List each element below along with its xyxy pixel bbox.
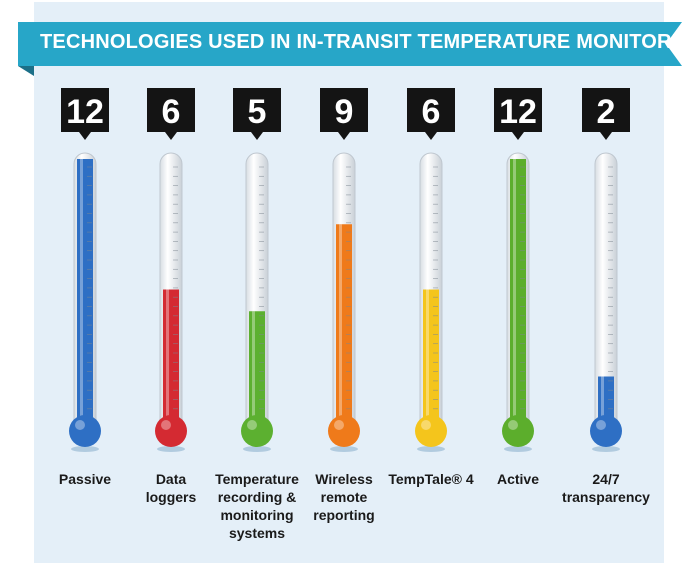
bulb-highlight [161, 420, 171, 430]
value-fill [510, 159, 526, 432]
value-label: 12 [66, 93, 104, 131]
bulb-shadow [243, 446, 271, 452]
bulb-highlight [508, 420, 518, 430]
thermometer-bulb [502, 415, 534, 447]
thermometer-5: 6 [407, 88, 455, 452]
bulb-highlight [421, 420, 431, 430]
bulb-shadow [504, 446, 532, 452]
bulb-shadow [157, 446, 185, 452]
thermometer-1: 12 [61, 88, 109, 452]
value-tag [494, 88, 542, 140]
fill-highlight [80, 159, 83, 428]
value-tag [233, 88, 281, 140]
thermometer-bulb [415, 415, 447, 447]
bulb-shadow [330, 446, 358, 452]
category-label: Temperature recording & monitoring syste… [215, 471, 299, 541]
value-fill [77, 159, 93, 432]
bulb-shadow [71, 446, 99, 452]
value-fill [336, 224, 352, 432]
value-label: 2 [597, 93, 616, 131]
banner-fold [18, 66, 34, 76]
bulb-shadow [592, 446, 620, 452]
value-fill [249, 311, 265, 432]
value-tag [582, 88, 630, 140]
fill-highlight [601, 376, 604, 428]
fill-highlight [166, 289, 169, 428]
bulb-highlight [75, 420, 85, 430]
chart-title: TECHNOLOGIES USED IN IN-TRANSIT TEMPERAT… [40, 31, 700, 53]
thermometer-bulb [241, 415, 273, 447]
thermometer-7: 2 [582, 88, 630, 452]
thermometer-3: 5 [233, 88, 281, 452]
category-label: Active [496, 471, 540, 487]
value-label: 6 [422, 93, 441, 131]
category-label: Passive [58, 471, 112, 487]
value-label: 9 [335, 93, 354, 131]
thermometer-4: 9 [320, 88, 368, 452]
fill-highlight [339, 224, 342, 428]
fill-highlight [513, 159, 516, 428]
category-label: Data loggers [145, 471, 197, 505]
category-label: Wireless remote reporting [313, 471, 375, 523]
thermometer-bulb [590, 415, 622, 447]
value-fill [163, 289, 179, 432]
thermometer-bulb [69, 415, 101, 447]
value-tag [320, 88, 368, 140]
value-fill [423, 289, 439, 432]
thermometer-bulb [328, 415, 360, 447]
bulb-highlight [247, 420, 257, 430]
fill-highlight [426, 289, 429, 428]
thermometer-bulb [155, 415, 187, 447]
category-label: TempTale® 4 [388, 471, 474, 487]
thermometer-2: 6 [147, 88, 195, 452]
fill-highlight [252, 311, 255, 428]
value-tag [147, 88, 195, 140]
bulb-shadow [417, 446, 445, 452]
banner-ribbon [18, 22, 682, 66]
bulb-highlight [334, 420, 344, 430]
value-label: 5 [248, 93, 267, 131]
bulb-highlight [596, 420, 606, 430]
value-tag [407, 88, 455, 140]
value-label: 12 [499, 93, 537, 131]
value-tag [61, 88, 109, 140]
title-banner [18, 22, 682, 76]
thermometer-6: 12 [494, 88, 542, 452]
category-label: 24/7 transparency [562, 471, 650, 505]
value-label: 6 [162, 93, 181, 131]
